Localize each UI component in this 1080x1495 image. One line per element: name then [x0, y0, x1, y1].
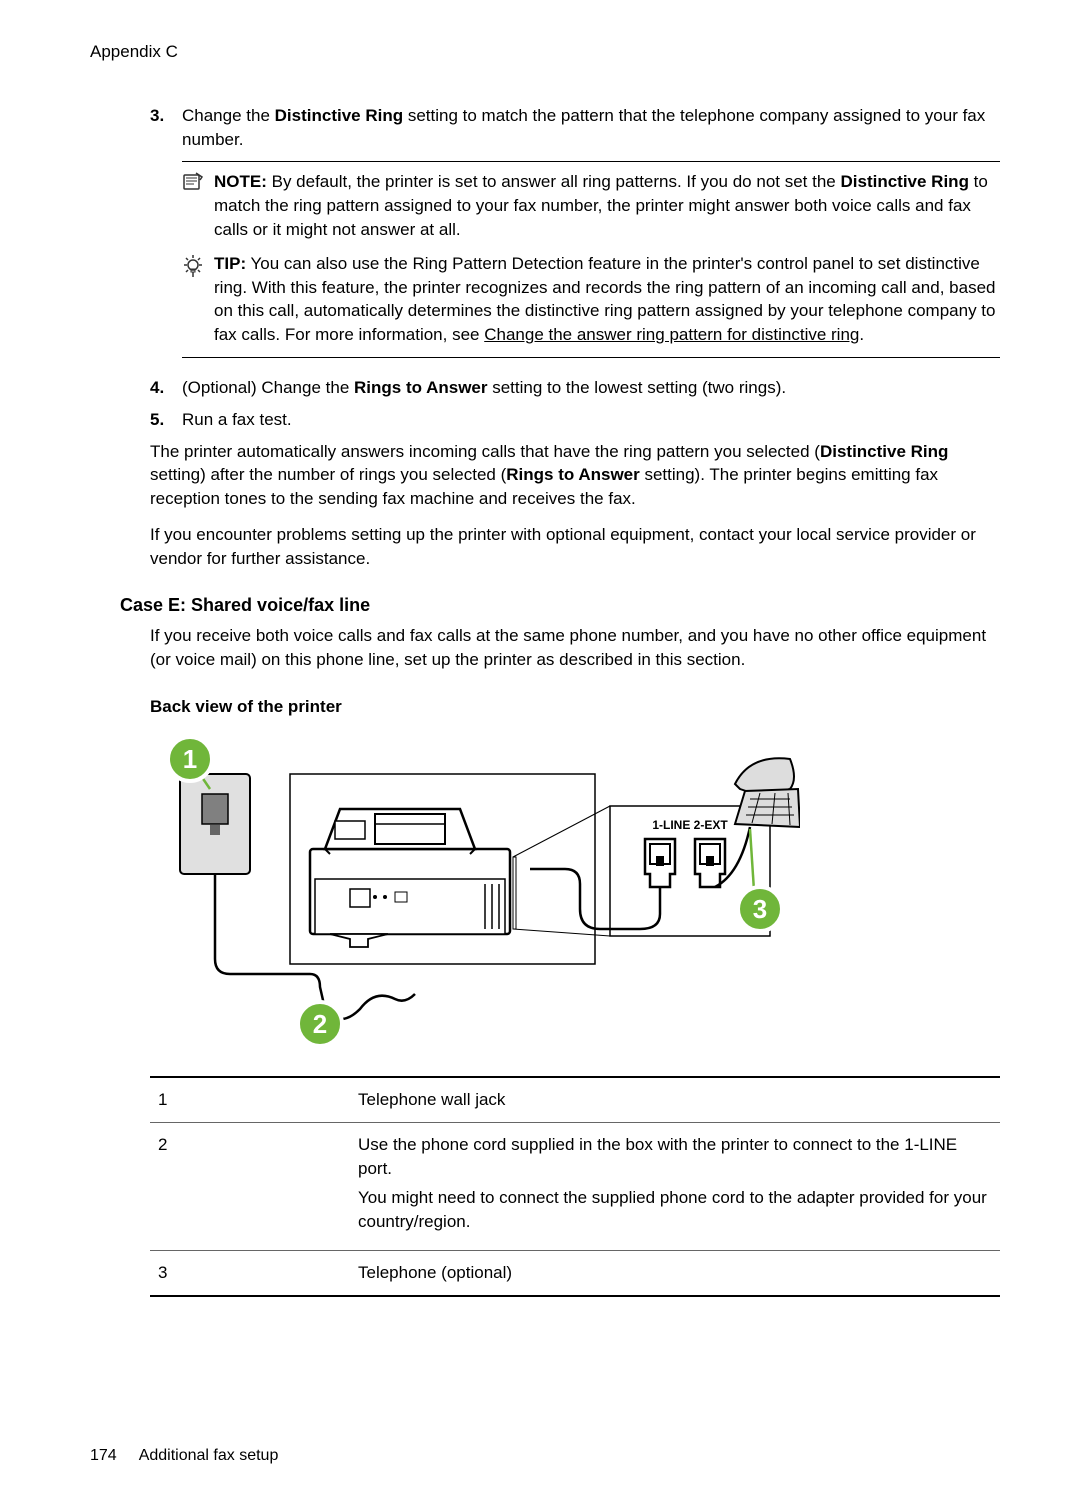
legend-2-desc-1: Use the phone cord supplied in the box w… — [358, 1133, 992, 1181]
step-3-text: Change the Distinctive Ring setting to m… — [182, 104, 1000, 368]
printer-illustration — [310, 809, 510, 947]
step-5-number: 5. — [150, 408, 182, 432]
page-number: 174 — [90, 1445, 117, 1467]
callout-3: 3 — [753, 894, 767, 924]
port-2ext — [695, 839, 725, 887]
tip-text: TIP: You can also use the Ring Pattern D… — [214, 252, 1000, 347]
step-4-before: (Optional) Change the — [182, 378, 354, 397]
step-4-number: 4. — [150, 376, 182, 400]
step-3-bold: Distinctive Ring — [275, 106, 403, 125]
legend-1-num: 1 — [150, 1077, 350, 1122]
note-text: NOTE: By default, the printer is set to … — [214, 170, 1000, 241]
callout-2: 2 — [313, 1009, 327, 1039]
footer-title: Additional fax setup — [139, 1445, 279, 1467]
legend-1-desc: Telephone wall jack — [350, 1077, 1000, 1122]
step-4-bold: Rings to Answer — [354, 378, 488, 397]
tip-block: TIP: You can also use the Ring Pattern D… — [182, 252, 1000, 358]
step-5-text: Run a fax test. — [182, 408, 1000, 432]
p1-t2: setting) after the number of rings you s… — [150, 465, 506, 484]
step-4-after: setting to the lowest setting (two rings… — [488, 378, 787, 397]
case-e-paragraph: If you receive both voice calls and fax … — [150, 624, 1000, 672]
p1-b2: Rings to Answer — [506, 465, 640, 484]
tip-link[interactable]: Change the answer ring pattern for disti… — [484, 325, 859, 344]
page-header: Appendix C — [90, 40, 1010, 64]
note-label: NOTE: — [214, 172, 267, 191]
backview-heading: Back view of the printer — [150, 695, 1000, 719]
printer-diagram: 1-LINE 2-EXT — [150, 729, 1000, 1056]
note-block: NOTE: By default, the printer is set to … — [182, 170, 1000, 241]
legend-3-desc: Telephone (optional) — [350, 1250, 1000, 1295]
table-row: 1 Telephone wall jack — [150, 1077, 1000, 1122]
assistance-paragraph: If you encounter problems setting up the… — [150, 523, 1000, 571]
legend-2-desc-2: You might need to connect the supplied p… — [358, 1186, 992, 1234]
step-4: 4. (Optional) Change the Rings to Answer… — [150, 376, 1000, 400]
telephone-illustration — [735, 758, 800, 827]
step-4-text: (Optional) Change the Rings to Answer se… — [182, 376, 1000, 400]
table-row: 3 Telephone (optional) — [150, 1250, 1000, 1295]
legend-2-num: 2 — [150, 1122, 350, 1250]
step-3-number: 3. — [150, 104, 182, 368]
legend-3-num: 3 — [150, 1250, 350, 1295]
tip-icon — [182, 252, 204, 347]
table-row: 2 Use the phone cord supplied in the box… — [150, 1122, 1000, 1250]
note-text-before: By default, the printer is set to answer… — [267, 172, 841, 191]
callout-1: 1 — [183, 744, 197, 774]
tip-label: TIP: — [214, 254, 246, 273]
note-bold: Distinctive Ring — [840, 172, 968, 191]
note-icon — [182, 170, 204, 241]
step-3: 3. Change the Distinctive Ring setting t… — [150, 104, 1000, 368]
port-1line — [645, 839, 675, 887]
step-3-text-before: Change the — [182, 106, 275, 125]
case-e-heading: Case E: Shared voice/fax line — [120, 593, 1010, 618]
p1-b1: Distinctive Ring — [820, 442, 948, 461]
legend-table: 1 Telephone wall jack 2 Use the phone co… — [150, 1076, 1000, 1297]
auto-answer-paragraph: The printer automatically answers incomi… — [150, 440, 1000, 511]
ports-label: 1-LINE 2-EXT — [652, 818, 728, 832]
legend-2-desc: Use the phone cord supplied in the box w… — [350, 1122, 1000, 1250]
page-footer: 174 Additional fax setup — [90, 1445, 278, 1467]
step-5: 5. Run a fax test. — [150, 408, 1000, 432]
p1-t1: The printer automatically answers incomi… — [150, 442, 820, 461]
